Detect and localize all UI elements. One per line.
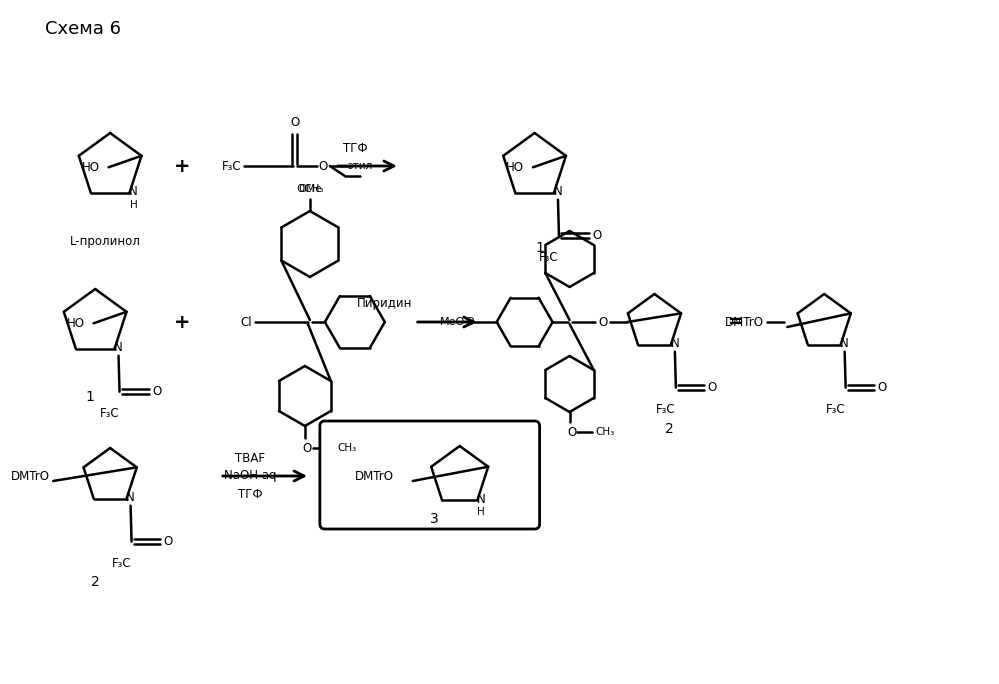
Text: O: O <box>592 229 601 242</box>
Text: O: O <box>153 385 162 398</box>
Text: 1: 1 <box>86 390 95 404</box>
Text: Пиридин: Пиридин <box>357 298 413 311</box>
Text: CH₃: CH₃ <box>338 443 357 453</box>
Text: Схема 6: Схема 6 <box>45 20 121 38</box>
Text: =: = <box>727 313 742 331</box>
Text: N: N <box>129 185 138 198</box>
Text: DMTrO: DMTrO <box>355 469 394 482</box>
Text: F₃C: F₃C <box>826 403 845 416</box>
Text: O: O <box>877 381 886 394</box>
Text: ТГФ: ТГФ <box>238 488 263 501</box>
Text: N: N <box>114 341 123 354</box>
Text: CH₃: CH₃ <box>594 427 614 437</box>
Text: DMTrO: DMTrO <box>725 315 764 328</box>
Text: 2: 2 <box>665 422 673 436</box>
Text: F₃C: F₃C <box>539 251 558 264</box>
Text: HO: HO <box>82 161 100 174</box>
Text: O: O <box>597 315 607 328</box>
Text: H: H <box>130 200 138 210</box>
Text: +: + <box>174 313 190 332</box>
Text: DMTrO: DMTrO <box>11 469 50 482</box>
Text: O: O <box>291 116 300 129</box>
Text: HO: HO <box>67 317 85 330</box>
Text: этил: этил <box>348 161 373 171</box>
Text: F₃C: F₃C <box>223 159 242 172</box>
Text: O: O <box>163 535 172 548</box>
Text: 2: 2 <box>91 575 100 589</box>
Text: F₃C: F₃C <box>112 557 132 570</box>
Text: O: O <box>319 159 328 172</box>
Text: NaOH aq: NaOH aq <box>224 469 276 482</box>
Text: N: N <box>670 337 679 350</box>
Text: 3: 3 <box>431 512 440 526</box>
Text: F₃C: F₃C <box>656 403 675 416</box>
Text: TBAF: TBAF <box>235 453 265 466</box>
Text: ТГФ: ТГФ <box>343 142 368 155</box>
Text: MeO: MeO <box>440 317 465 327</box>
Text: H: H <box>478 508 486 517</box>
Text: O: O <box>707 381 716 394</box>
Text: N: N <box>477 492 486 505</box>
Text: HO: HO <box>506 161 524 174</box>
Text: O-: O- <box>466 317 479 327</box>
Text: L-пролинол: L-пролинол <box>70 235 141 248</box>
Text: +: + <box>174 157 190 176</box>
Text: Cl: Cl <box>241 315 252 328</box>
Text: N: N <box>553 185 562 198</box>
FancyBboxPatch shape <box>320 421 539 529</box>
Text: N: N <box>840 337 849 350</box>
Text: OMe: OMe <box>298 184 322 194</box>
Text: N: N <box>126 491 135 504</box>
Text: O: O <box>566 425 576 438</box>
Text: O: O <box>303 441 312 454</box>
Text: 1: 1 <box>535 241 544 255</box>
Text: OCH₃: OCH₃ <box>296 184 324 194</box>
Text: F₃C: F₃C <box>100 407 119 420</box>
